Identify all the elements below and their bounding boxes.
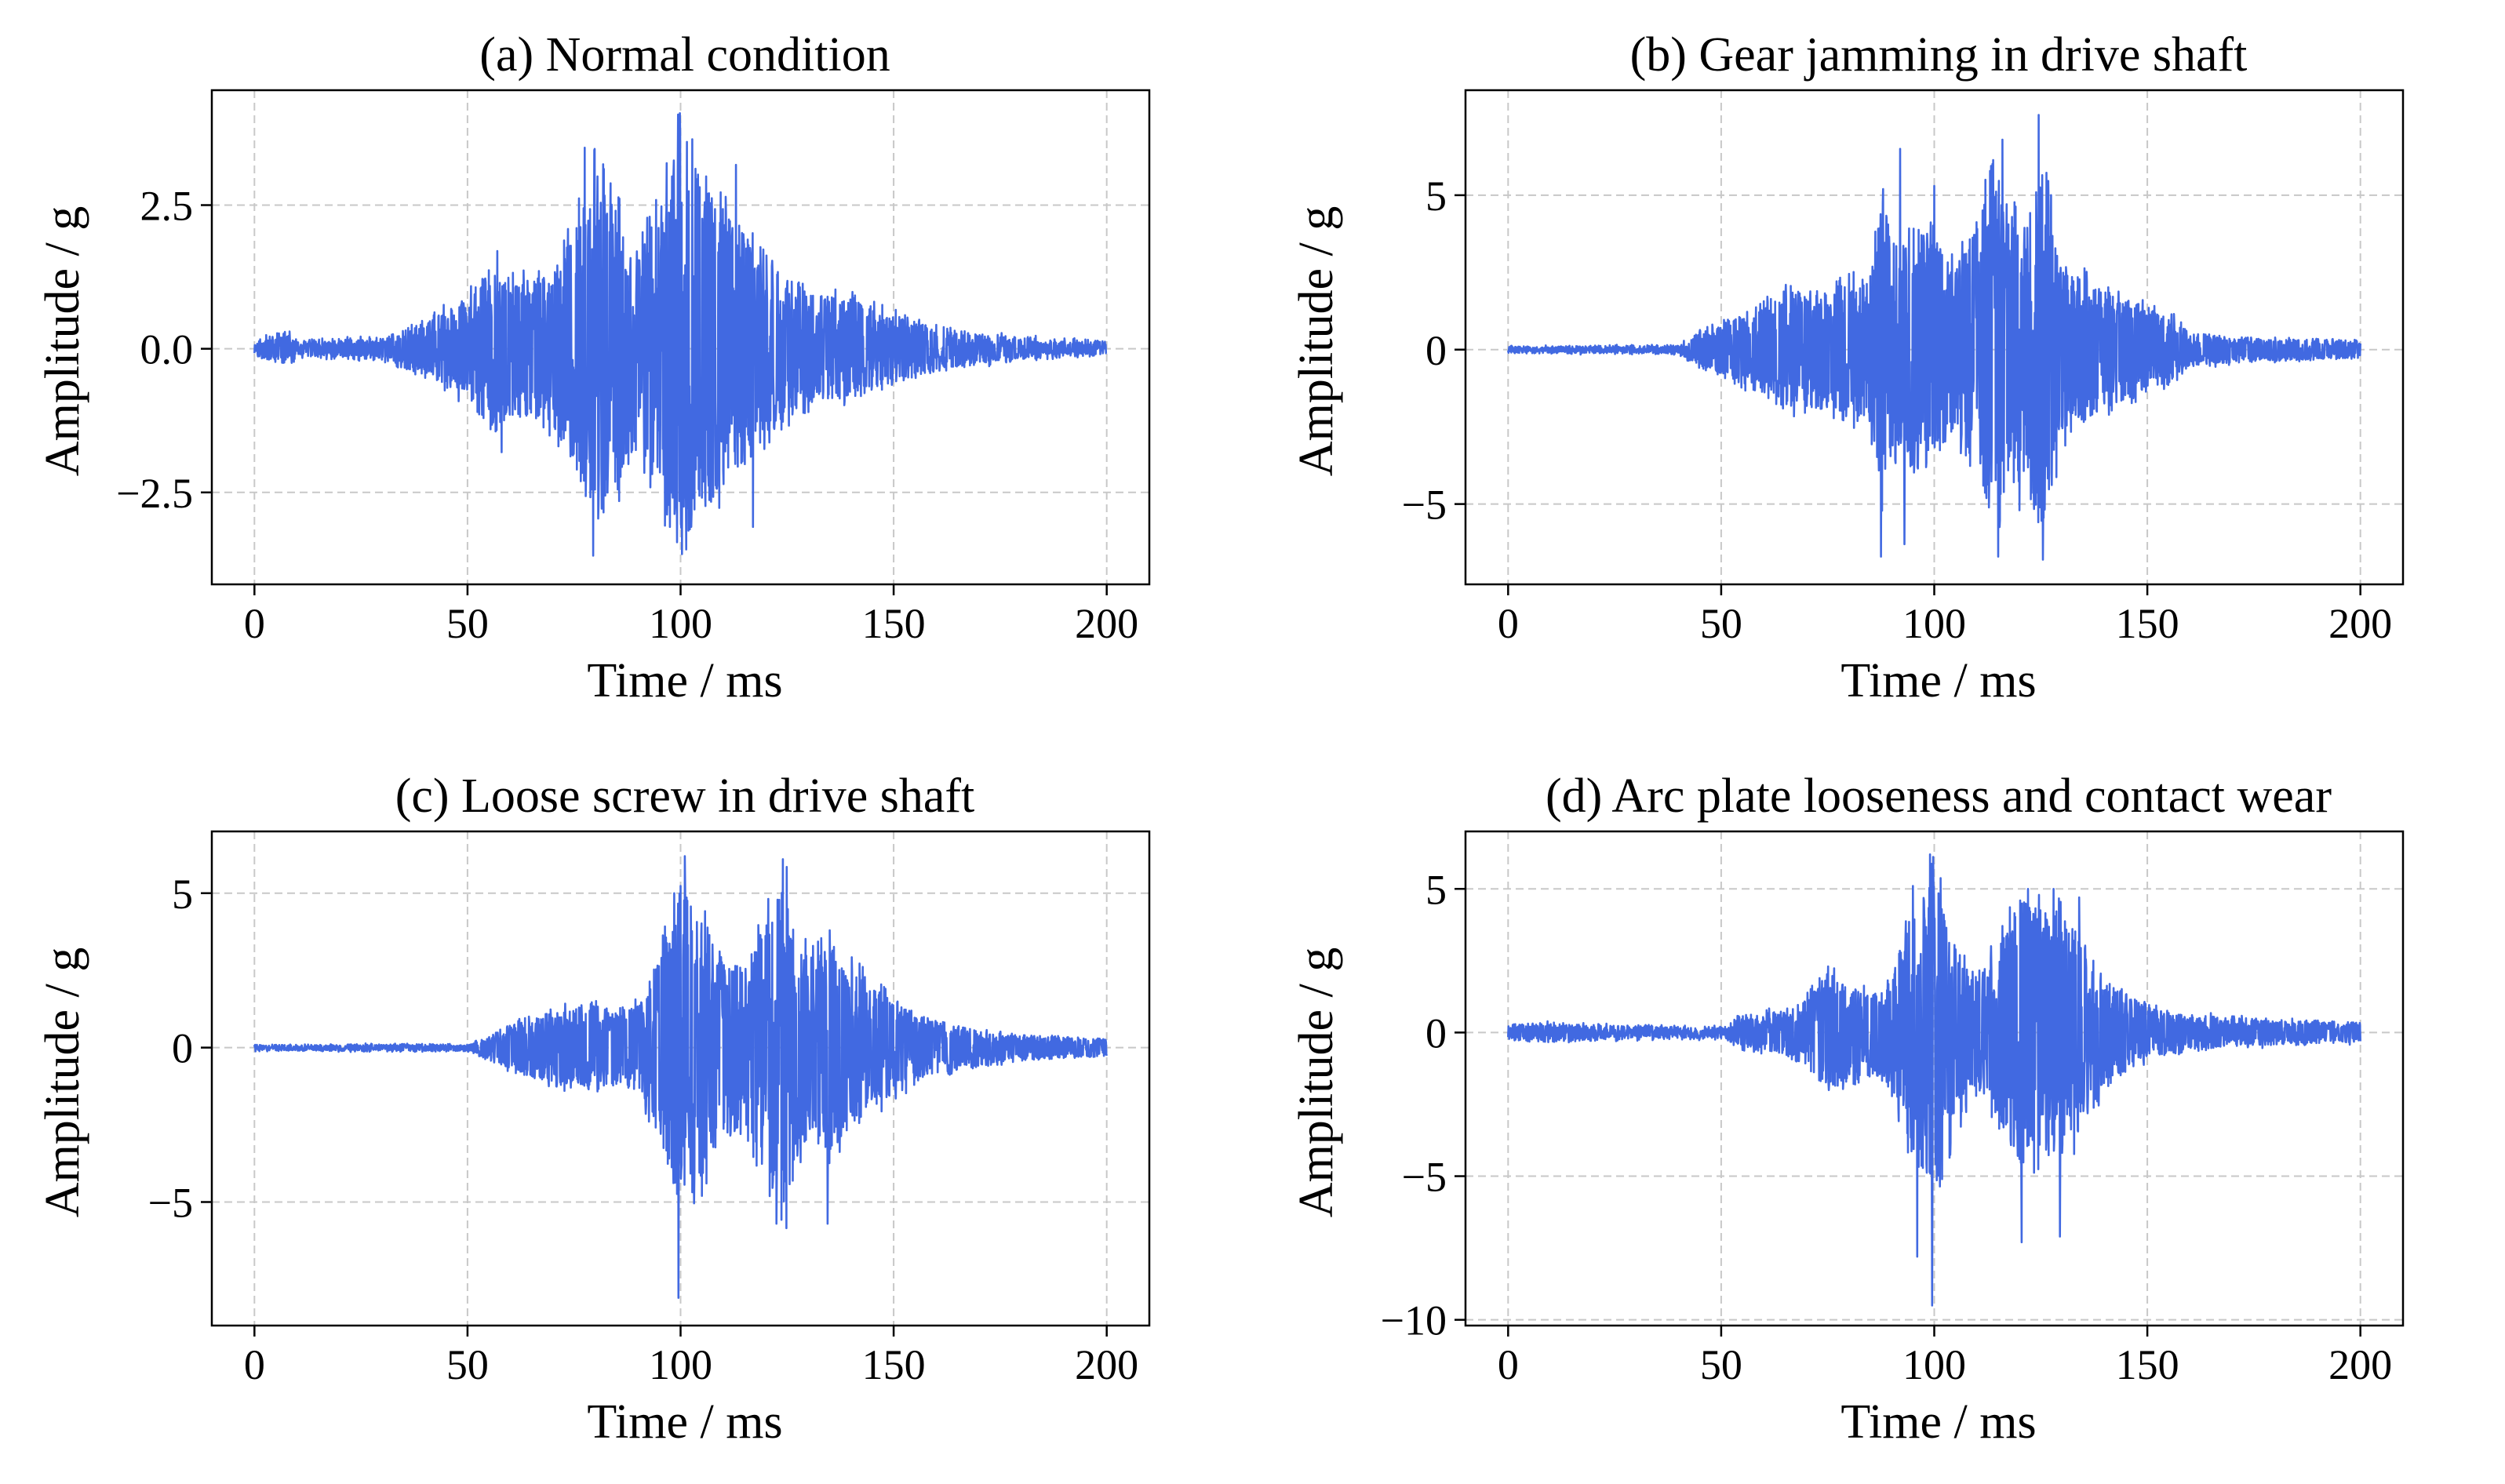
signal-series-line xyxy=(1507,114,2361,561)
x-tick-label: 0 xyxy=(244,600,265,647)
y-tick-label: −5 xyxy=(1402,482,1447,529)
panel-title: (c) Loose screw in drive shaft xyxy=(395,769,975,823)
x-tick-label: 50 xyxy=(1700,600,1742,647)
y-tick-label: 5 xyxy=(172,871,193,918)
chart-gear-jamming: (b) Gear jamming in drive shaft Time / m… xyxy=(1290,28,2405,707)
chart-loose-screw: (c) Loose screw in drive shaft Time / ms… xyxy=(36,769,1151,1449)
x-tick-label: 50 xyxy=(446,1341,489,1388)
x-tick-label: 200 xyxy=(1075,1341,1138,1388)
y-axis-label: Amplitude / g xyxy=(1290,206,1343,476)
panel-title: (b) Gear jamming in drive shaft xyxy=(1630,28,2248,82)
signal-series-line xyxy=(253,855,1108,1299)
y-tick-label: 5 xyxy=(1425,866,1447,913)
x-tick-label: 100 xyxy=(649,600,712,647)
x-tick-label: 150 xyxy=(862,1341,926,1388)
panel-title: (d) Arc plate looseness and contact wear xyxy=(1546,769,2332,823)
x-tick-label: 100 xyxy=(1902,1341,1966,1388)
x-tick-label: 150 xyxy=(2116,600,2179,647)
y-tick-label: 5 xyxy=(1425,173,1447,220)
y-tick-label: −10 xyxy=(1381,1297,1447,1344)
x-tick-label: 50 xyxy=(1700,1341,1742,1388)
y-tick-label: 0 xyxy=(1425,327,1447,374)
x-tick-label: 0 xyxy=(1498,1341,1519,1388)
x-tick-label: 150 xyxy=(2116,1341,2179,1388)
panel-title: (a) Normal condition xyxy=(479,28,890,82)
y-axis-label: Amplitude / g xyxy=(36,206,89,476)
y-tick-label: 0 xyxy=(1425,1009,1447,1057)
x-tick-label: 100 xyxy=(1902,600,1966,647)
subplot-arc-plate: (d) Arc plate looseness and contact wear… xyxy=(1277,757,2501,1479)
x-axis-label: Time / ms xyxy=(1841,1395,2036,1449)
subplot-normal-condition: (a) Normal condition Time / ms Amplitude… xyxy=(24,16,1247,737)
x-tick-label: 100 xyxy=(649,1341,712,1388)
x-tick-label: 50 xyxy=(446,600,489,647)
x-axis-label: Time / ms xyxy=(587,654,782,707)
signal-series-line xyxy=(253,112,1108,557)
y-tick-label: 0 xyxy=(172,1025,193,1072)
x-axis-label: Time / ms xyxy=(1841,654,2036,707)
x-tick-label: 200 xyxy=(2328,1341,2392,1388)
x-tick-label: 0 xyxy=(244,1341,265,1388)
x-tick-label: 150 xyxy=(862,600,926,647)
x-axis-label: Time / ms xyxy=(587,1395,782,1449)
y-tick-label: −5 xyxy=(148,1180,193,1227)
subplot-gear-jamming: (b) Gear jamming in drive shaft Time / m… xyxy=(1277,16,2501,737)
y-tick-label: −2.5 xyxy=(116,470,193,517)
y-tick-label: 2.5 xyxy=(140,183,194,230)
y-axis-label: Amplitude / g xyxy=(1290,948,1343,1217)
y-axis-label: Amplitude / g xyxy=(36,948,89,1217)
x-tick-label: 200 xyxy=(1075,600,1138,647)
x-tick-label: 0 xyxy=(1498,600,1519,647)
subplot-loose-screw: (c) Loose screw in drive shaft Time / ms… xyxy=(24,757,1247,1479)
chart-arc-plate: (d) Arc plate looseness and contact wear… xyxy=(1290,769,2405,1449)
chart-normal-condition: (a) Normal condition Time / ms Amplitude… xyxy=(36,28,1151,707)
y-tick-label: 0.0 xyxy=(140,326,194,373)
x-tick-label: 200 xyxy=(2328,600,2392,647)
y-tick-label: −5 xyxy=(1402,1154,1447,1201)
signal-series-line xyxy=(1507,853,2361,1307)
